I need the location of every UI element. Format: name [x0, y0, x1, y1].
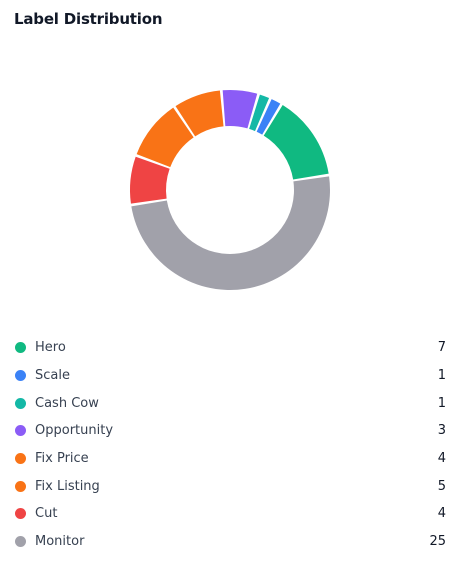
legend-value: 4: [437, 506, 446, 522]
legend-label: Fix Price: [35, 451, 89, 467]
legend-value: 25: [429, 534, 446, 550]
legend-item-hero: Hero 7: [14, 334, 446, 362]
donut-slice-cash-cow[interactable]: [249, 94, 270, 132]
legend-value: 3: [437, 423, 446, 439]
legend-value: 4: [437, 451, 446, 467]
legend-item-cut: Cut 4: [14, 500, 446, 528]
donut-slice-fix-listing[interactable]: [136, 107, 194, 168]
legend-item-fix-listing: Fix Listing 5: [14, 472, 446, 500]
legend-item-scale: Scale 1: [14, 362, 446, 390]
chart-title: Label Distribution: [14, 10, 163, 28]
donut-slice-opportunity[interactable]: [222, 90, 258, 129]
legend-label: Opportunity: [35, 423, 114, 439]
donut-slice-scale[interactable]: [256, 99, 281, 135]
donut-svg: [130, 90, 330, 290]
legend-label: Cash Cow: [35, 395, 99, 411]
legend-item-fix-price: Fix Price 4: [14, 445, 446, 473]
legend-item-cash-cow: Cash Cow 1: [14, 389, 446, 417]
chart-legend: Hero 7 Scale 1 Cash Cow 1 Opportunity 3 Fix Pric…: [14, 334, 446, 556]
legend-swatch: [15, 536, 26, 548]
legend-value: 1: [437, 395, 446, 411]
legend-swatch: [15, 508, 26, 520]
legend-item-opportunity: Opportunity 3: [14, 417, 446, 445]
donut-slice-monitor[interactable]: [131, 176, 330, 290]
legend-swatch: [15, 370, 26, 382]
legend-value: 7: [437, 340, 446, 356]
legend-swatch: [15, 425, 26, 437]
donut-slice-cut[interactable]: [130, 156, 170, 204]
legend-label: Scale: [35, 368, 70, 384]
legend-value: 1: [437, 368, 446, 384]
legend-value: 5: [437, 478, 446, 494]
legend-swatch: [15, 453, 26, 465]
legend-label: Cut: [35, 506, 58, 522]
legend-swatch: [15, 397, 26, 409]
legend-item-monitor: Monitor 25: [14, 528, 446, 556]
legend-label: Fix Listing: [35, 478, 100, 494]
legend-swatch: [15, 480, 26, 492]
donut-slice-hero[interactable]: [263, 105, 329, 180]
legend-label: Monitor: [35, 534, 85, 550]
donut-chart: [120, 80, 340, 300]
legend-label: Hero: [35, 340, 66, 356]
donut-slice-fix-price[interactable]: [175, 90, 224, 137]
legend-swatch: [15, 342, 26, 354]
